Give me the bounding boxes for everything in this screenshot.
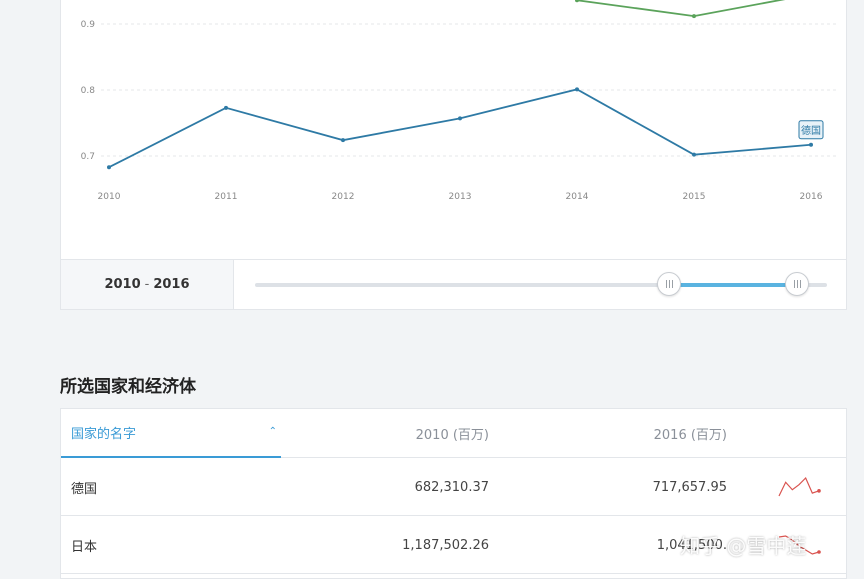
x-tick-label: 2012: [332, 192, 355, 202]
chart-panel: 0.9 0.8 0.7 2010 2011 2012 2013 2014 2015 2016 德国: [60, 0, 847, 260]
range-label: 2010 - 2016: [61, 260, 234, 309]
data-point: [458, 116, 462, 121]
data-point: [692, 14, 696, 19]
data-point: [575, 0, 579, 3]
data-point: [575, 87, 579, 92]
grip-icon: [793, 280, 801, 288]
sparkline: [778, 476, 821, 497]
data-point: [107, 165, 111, 170]
x-tick-label: 2011: [215, 192, 238, 202]
grip-icon: [665, 280, 673, 288]
data-point: [341, 138, 345, 143]
x-tick-label: 2015: [683, 192, 706, 202]
x-tick-label: 2014: [566, 192, 589, 202]
series-end-label-box: [798, 120, 824, 140]
y-tick-label: 0.7: [81, 152, 95, 162]
x-tick-label: 2010: [98, 192, 121, 202]
slider-handle-end[interactable]: [785, 272, 809, 296]
x-tick-label: 2016: [800, 192, 823, 202]
country-name: 日本: [71, 539, 98, 555]
y-tick-label: 0.8: [81, 86, 96, 96]
data-point: [809, 142, 813, 147]
value-2010: 682,310.37: [414, 479, 489, 495]
sparkline-endpoint: [817, 489, 821, 493]
section-title: 所选国家和经济体: [60, 377, 196, 397]
column-header-2016[interactable]: 2016 (百万): [653, 428, 727, 443]
watermark: 知乎 @雪中莲: [680, 534, 807, 558]
column-header-name-label: 国家的名字: [71, 427, 137, 442]
range-end: 2016: [153, 277, 190, 292]
slider-selected-range: [669, 283, 797, 287]
series-end-label: 德国: [801, 124, 821, 137]
sparkline-path: [778, 535, 820, 555]
sort-ascending-icon[interactable]: ⌃: [268, 426, 277, 437]
series-line: [108, 88, 812, 169]
table-header: 国家的名字 ⌃ 2010 (百万) 2016 (百万): [61, 409, 846, 458]
country-name: 德国: [71, 481, 98, 497]
data-point: [224, 105, 228, 110]
value-2010: 1,187,502.26: [402, 537, 489, 553]
slider-handle-start[interactable]: [657, 272, 681, 296]
slider-track[interactable]: [255, 272, 827, 296]
range-separator: -: [144, 277, 150, 292]
range-start: 2010: [104, 277, 141, 292]
sparkline-path: [778, 476, 820, 497]
value-2016: 1,041,500.: [656, 537, 727, 553]
line-chart: 0.9 0.8 0.7 2010 2011 2012 2013 2014 2015 2016 德国: [81, 0, 839, 202]
data-point: [692, 152, 696, 157]
x-tick-label: 2013: [449, 192, 472, 202]
column-header-name[interactable]: 国家的名字 ⌃: [61, 409, 281, 458]
sparkline-endpoint: [817, 550, 821, 554]
sparkline: [778, 535, 821, 555]
series-line: [576, 0, 786, 17]
table-row[interactable]: 日本 1,187,502.26 1,041,500.: [61, 516, 846, 574]
y-tick-label: 0.9: [81, 20, 96, 30]
year-range-slider: 2010 - 2016: [60, 259, 847, 310]
countries-table: 国家的名字 ⌃ 2010 (百万) 2016 (百万) 德国 682,310.3…: [60, 408, 847, 579]
value-2016: 717,657.95: [652, 479, 727, 495]
table-row[interactable]: 德国 682,310.37 717,657.95: [61, 458, 846, 516]
column-header-2010[interactable]: 2010 (百万): [415, 428, 489, 443]
